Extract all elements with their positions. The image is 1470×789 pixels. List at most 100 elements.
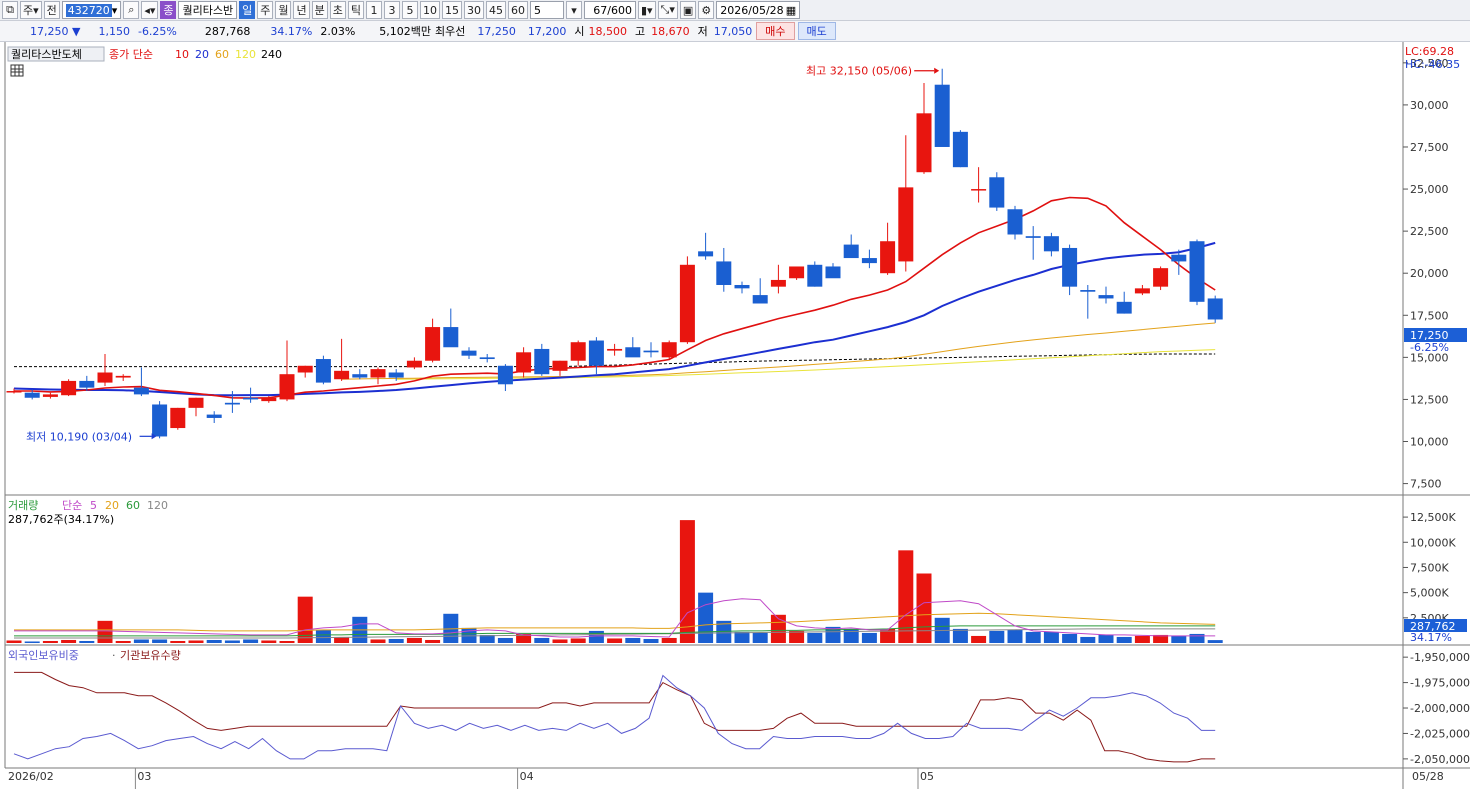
lc-label: LC:69.28 [1405,45,1454,58]
volume-bar [6,640,22,643]
volume-bar [880,628,896,643]
candle-body [1025,236,1041,238]
ma20-legend[interactable]: 20 [195,48,209,61]
interval-30-button[interactable]: 30 [463,1,484,19]
volume-bar [1171,635,1187,643]
period-second-button[interactable]: 초 [329,1,346,19]
interval-5-button[interactable]: 5 [401,1,418,19]
current-price: 17,250 ▼ [30,24,81,38]
candle-body [243,397,259,400]
current-volume-marker [1404,619,1467,632]
candle-body [133,387,149,395]
layout-icon[interactable]: ⧉ [2,1,18,19]
volume-bar [643,638,659,643]
sell-button[interactable]: 매도 [797,22,836,40]
price-axis-tick-label: 30,000 [1410,99,1449,112]
vol-ma120-legend[interactable]: 120 [147,499,168,512]
best-quote-label: 최우선 [435,25,466,38]
volume-bar [916,573,932,643]
volume-bar [752,632,768,643]
price-change-pct: -6.25% [137,24,177,38]
volume-bar [552,639,568,643]
table-icon[interactable] [10,64,24,77]
volume-bar [661,637,677,643]
candle-body [789,266,805,279]
candle-body [61,380,77,396]
ma10-legend[interactable]: 10 [175,48,189,61]
volume-panel-title[interactable]: 거래량 [8,499,38,512]
price-panel-title-box[interactable] [7,46,105,62]
ma60-legend[interactable]: 60 [215,48,229,61]
vol-ma20-legend[interactable]: 20 [105,499,119,512]
price-axis-tick-label: 20,000 [1410,267,1449,280]
chart-area[interactable]: 7,500 10,000 12,500 15,000 17,500 20,000 22,50… [0,42,1470,789]
volume-bar [807,632,823,643]
sound-icon[interactable]: ◂▾ [141,1,159,19]
volume-axis-tick-label: 7,500K [1410,561,1449,574]
volume-bar [843,628,859,643]
candle-body [807,264,823,287]
period-week-button[interactable]: 주 [257,1,274,19]
candle-body [770,279,786,287]
candle-body [989,177,1005,208]
volume-bar [1134,635,1150,643]
period-day-button[interactable]: 일 [239,1,256,19]
interval-dropdown-icon[interactable]: ▾ [565,1,582,19]
holding-axis-tick-label: -1,975,000 [1410,677,1470,690]
price-axis-tick-label: 17,500 [1410,309,1449,322]
period-minute-button[interactable]: 분 [311,1,328,19]
interval-3-button[interactable]: 3 [383,1,400,19]
ma120-legend[interactable]: 120 [235,48,256,61]
date-input[interactable]: 2026/05/28 ▦ [716,1,801,19]
candle-type-icon[interactable]: ▮▾ [637,1,656,19]
candle-body [861,258,877,264]
interval-45-button[interactable]: 45 [485,1,506,19]
volume-bar [898,550,914,643]
buy-button[interactable]: 매수 [756,22,795,40]
foreign-holding-legend[interactable]: 외국인보유비중 [8,649,79,662]
vol-ma5-legend[interactable]: 5 [90,499,97,512]
current-price-marker [1404,328,1467,342]
period-type-select[interactable]: 주 ▾ [20,1,42,19]
save-icon[interactable]: ▣ [679,1,697,19]
institution-holding-legend[interactable]: 기관보유수량 [120,649,181,662]
price-axis-tick-label: 15,000 [1410,351,1449,364]
volume-bar [388,638,404,643]
stock-code-input[interactable]: 432720 ▾ [61,1,122,19]
high-label: 고 [635,25,646,38]
ma240-legend[interactable]: 240 [261,48,282,61]
volume-bar [1153,634,1169,643]
vol-ma60-legend[interactable]: 60 [126,499,140,512]
price-axis-tick-label: 12,500 [1410,393,1449,406]
candle-body [734,284,750,289]
chart-toolbar: ⧉ 주 ▾ 전 432720 ▾ ⌕ ◂▾ 종 퀄리타스반 일 주 월 년 분 초 … [0,0,1470,21]
volume-bar [279,640,295,643]
candle-body [24,392,40,398]
volume-bar [425,639,441,643]
stock-badge: 종 [160,1,177,19]
draw-tool-icon[interactable]: ⤡▾ [657,1,678,19]
interval-10-button[interactable]: 10 [419,1,440,19]
volume-bar [115,640,131,643]
interval-60-button[interactable]: 60 [507,1,528,19]
candle-body [1189,241,1205,302]
candle-body [1153,268,1169,287]
period-month-button[interactable]: 월 [275,1,292,19]
interval-input[interactable]: 5 [529,1,564,19]
holding-axis-tick-label: -2,025,000 [1410,727,1470,740]
prev-button[interactable]: 전 [43,1,60,19]
search-icon[interactable]: ⌕ [123,1,140,19]
gear-icon[interactable]: ⚙ [698,1,715,19]
volume-ma-label: 단순 [62,499,82,512]
candle-body [843,244,859,259]
candle-body [297,365,313,373]
interval-15-button[interactable]: 15 [441,1,462,19]
foreign-holding-line [13,674,1216,760]
open-price: 18,500 [588,24,628,38]
interval-1-button[interactable]: 1 [365,1,382,19]
period-tick-button[interactable]: 틱 [347,1,364,19]
calendar-icon[interactable]: ▦ [785,3,797,17]
volume-bar [698,592,714,643]
period-year-button[interactable]: 년 [293,1,310,19]
count-input[interactable]: 67/600 [583,1,636,19]
